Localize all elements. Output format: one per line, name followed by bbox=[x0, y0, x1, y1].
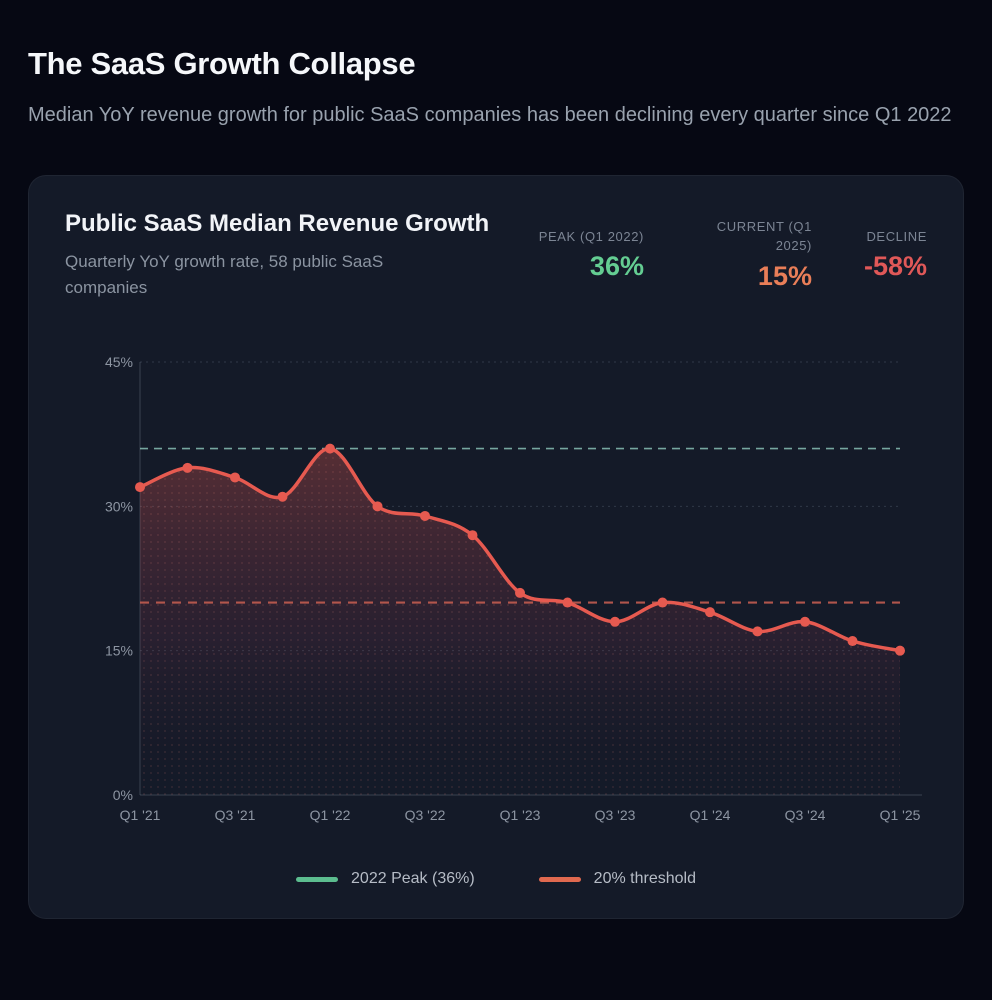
stat-current-value: 15% bbox=[757, 260, 812, 291]
chart-subtitle: Quarterly YoY growth rate, 58 public Saa… bbox=[65, 252, 384, 297]
stat-decline-label: DECLINE bbox=[866, 228, 927, 244]
svg-text:30%: 30% bbox=[105, 498, 133, 514]
threshold-line-swatch-icon bbox=[538, 876, 581, 882]
legend-item-peak: 2022 Peak (36%) bbox=[296, 870, 475, 888]
svg-text:Q1 '24: Q1 '24 bbox=[690, 807, 731, 823]
svg-text:Q1 '23: Q1 '23 bbox=[500, 807, 541, 823]
svg-text:Q1 '22: Q1 '22 bbox=[310, 807, 351, 823]
chart-card: Public SaaS Median Revenue Growth Quarte… bbox=[28, 175, 964, 919]
svg-text:0%: 0% bbox=[113, 787, 133, 803]
card-header: Public SaaS Median Revenue Growth Quarte… bbox=[65, 210, 927, 300]
legend-threshold-label: 20% threshold bbox=[593, 870, 696, 887]
svg-text:Q3 '24: Q3 '24 bbox=[785, 807, 826, 823]
page-title: The SaaS Growth Collapse bbox=[28, 46, 416, 81]
stat-peak-value: 36% bbox=[589, 251, 644, 282]
card-titles: Public SaaS Median Revenue Growth Quarte… bbox=[65, 210, 489, 300]
svg-text:45%: 45% bbox=[105, 354, 133, 370]
chart-area: 0% 15% 30% 45% Q1 '21 Q3 '21 Q1 '22 Q3 '22 Q1 '2… bbox=[65, 344, 927, 836]
svg-text:Q1 '21: Q1 '21 bbox=[120, 807, 161, 823]
stat-decline: DECLINE -58% bbox=[864, 228, 927, 283]
peak-line-swatch-icon bbox=[296, 876, 339, 882]
page: The SaaS Growth Collapse Median YoY reve… bbox=[28, 46, 964, 919]
growth-line-chart: 0% 15% 30% 45% Q1 '21 Q3 '21 Q1 '22 Q3 '22 Q1 '2… bbox=[105, 354, 922, 823]
stat-peak: PEAK (Q1 2022) 36% bbox=[539, 228, 644, 283]
page-subtitle: Median YoY revenue growth for public Saa… bbox=[28, 104, 952, 126]
chart-legend: 2022 Peak (36%) 20% threshold bbox=[65, 870, 927, 888]
svg-text:Q3 '21: Q3 '21 bbox=[215, 807, 256, 823]
svg-text:Q3 '22: Q3 '22 bbox=[405, 807, 446, 823]
chart-title: Public SaaS Median Revenue Growth bbox=[65, 210, 490, 237]
stats-row: PEAK (Q1 2022) 36% CURRENT (Q1 2025) 15%… bbox=[539, 210, 927, 300]
svg-text:15%: 15% bbox=[105, 643, 133, 659]
stat-current: CURRENT (Q1 2025) 15% bbox=[696, 218, 812, 292]
stat-current-label: CURRENT (Q1 2025) bbox=[716, 219, 812, 253]
legend-item-threshold: 20% threshold bbox=[538, 870, 696, 888]
svg-text:Q3 '23: Q3 '23 bbox=[595, 807, 636, 823]
svg-text:Q1 '25: Q1 '25 bbox=[880, 807, 921, 823]
legend-peak-label: 2022 Peak (36%) bbox=[351, 870, 475, 887]
stat-decline-value: -58% bbox=[863, 251, 927, 282]
stat-peak-label: PEAK (Q1 2022) bbox=[538, 228, 644, 244]
